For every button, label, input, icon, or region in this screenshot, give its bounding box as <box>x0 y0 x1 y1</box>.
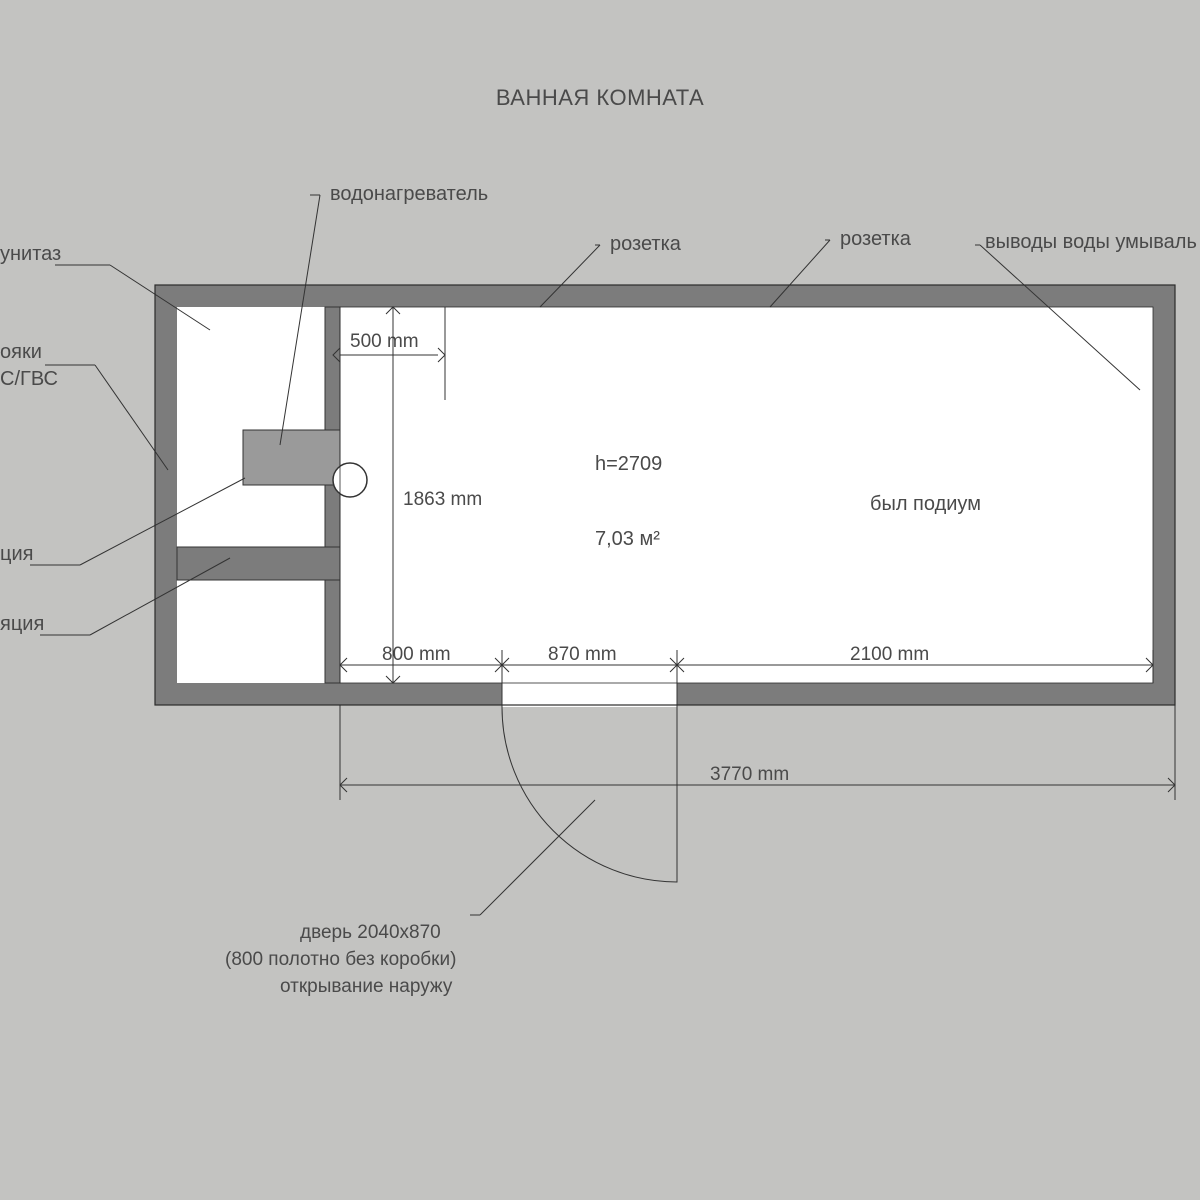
svg-text:водонагреватель: водонагреватель <box>330 183 488 205</box>
svg-text:800 mm: 800 mm <box>382 644 451 665</box>
room-title: ВАННАЯ КОМНАТА <box>496 85 704 110</box>
svg-text:С/ГВС: С/ГВС <box>0 368 58 390</box>
svg-text:розетка: розетка <box>610 233 682 255</box>
svg-text:яция: яция <box>0 613 44 635</box>
floorplan-diagram: ВАННАЯ КОМНАТА 500 mm 1863 mm <box>0 0 1200 1200</box>
divider-horizontal <box>177 547 340 580</box>
podium-label: был подиум <box>870 493 981 515</box>
svg-text:2100 mm: 2100 mm <box>850 644 929 665</box>
svg-text:ция: ция <box>0 543 33 565</box>
svg-text:розетка: розетка <box>840 228 912 250</box>
svg-text:3770 mm: 3770 mm <box>710 764 789 785</box>
area-label: 7,03 м² <box>595 528 660 550</box>
svg-text:открывание наружу: открывание наружу <box>280 976 453 997</box>
svg-text:унитаз: унитаз <box>0 243 61 265</box>
svg-text:1863 mm: 1863 mm <box>403 489 482 510</box>
door-note: дверь 2040х870 (800 полотно без коробки)… <box>225 800 595 997</box>
left-upper-cell <box>177 307 325 547</box>
svg-text:(800 полотно без коробки): (800 полотно без коробки) <box>225 949 456 970</box>
toilet-bowl-icon <box>333 463 367 497</box>
door-opening <box>502 683 677 707</box>
left-lower-cell <box>177 580 325 683</box>
svg-text:870 mm: 870 mm <box>548 644 617 665</box>
dim-3770: 3770 mm <box>340 705 1175 800</box>
height-label: h=2709 <box>595 453 662 475</box>
svg-text:ояки: ояки <box>0 341 42 363</box>
svg-text:выводы воды умываль: выводы воды умываль <box>985 231 1197 253</box>
toilet-fixture <box>243 430 340 485</box>
callout-risers: ояки С/ГВС <box>0 341 168 470</box>
svg-text:дверь 2040х870: дверь 2040х870 <box>300 922 441 943</box>
svg-text:500 mm: 500 mm <box>350 331 419 352</box>
divider-vertical <box>325 307 340 683</box>
door-swing-arc <box>502 707 677 882</box>
